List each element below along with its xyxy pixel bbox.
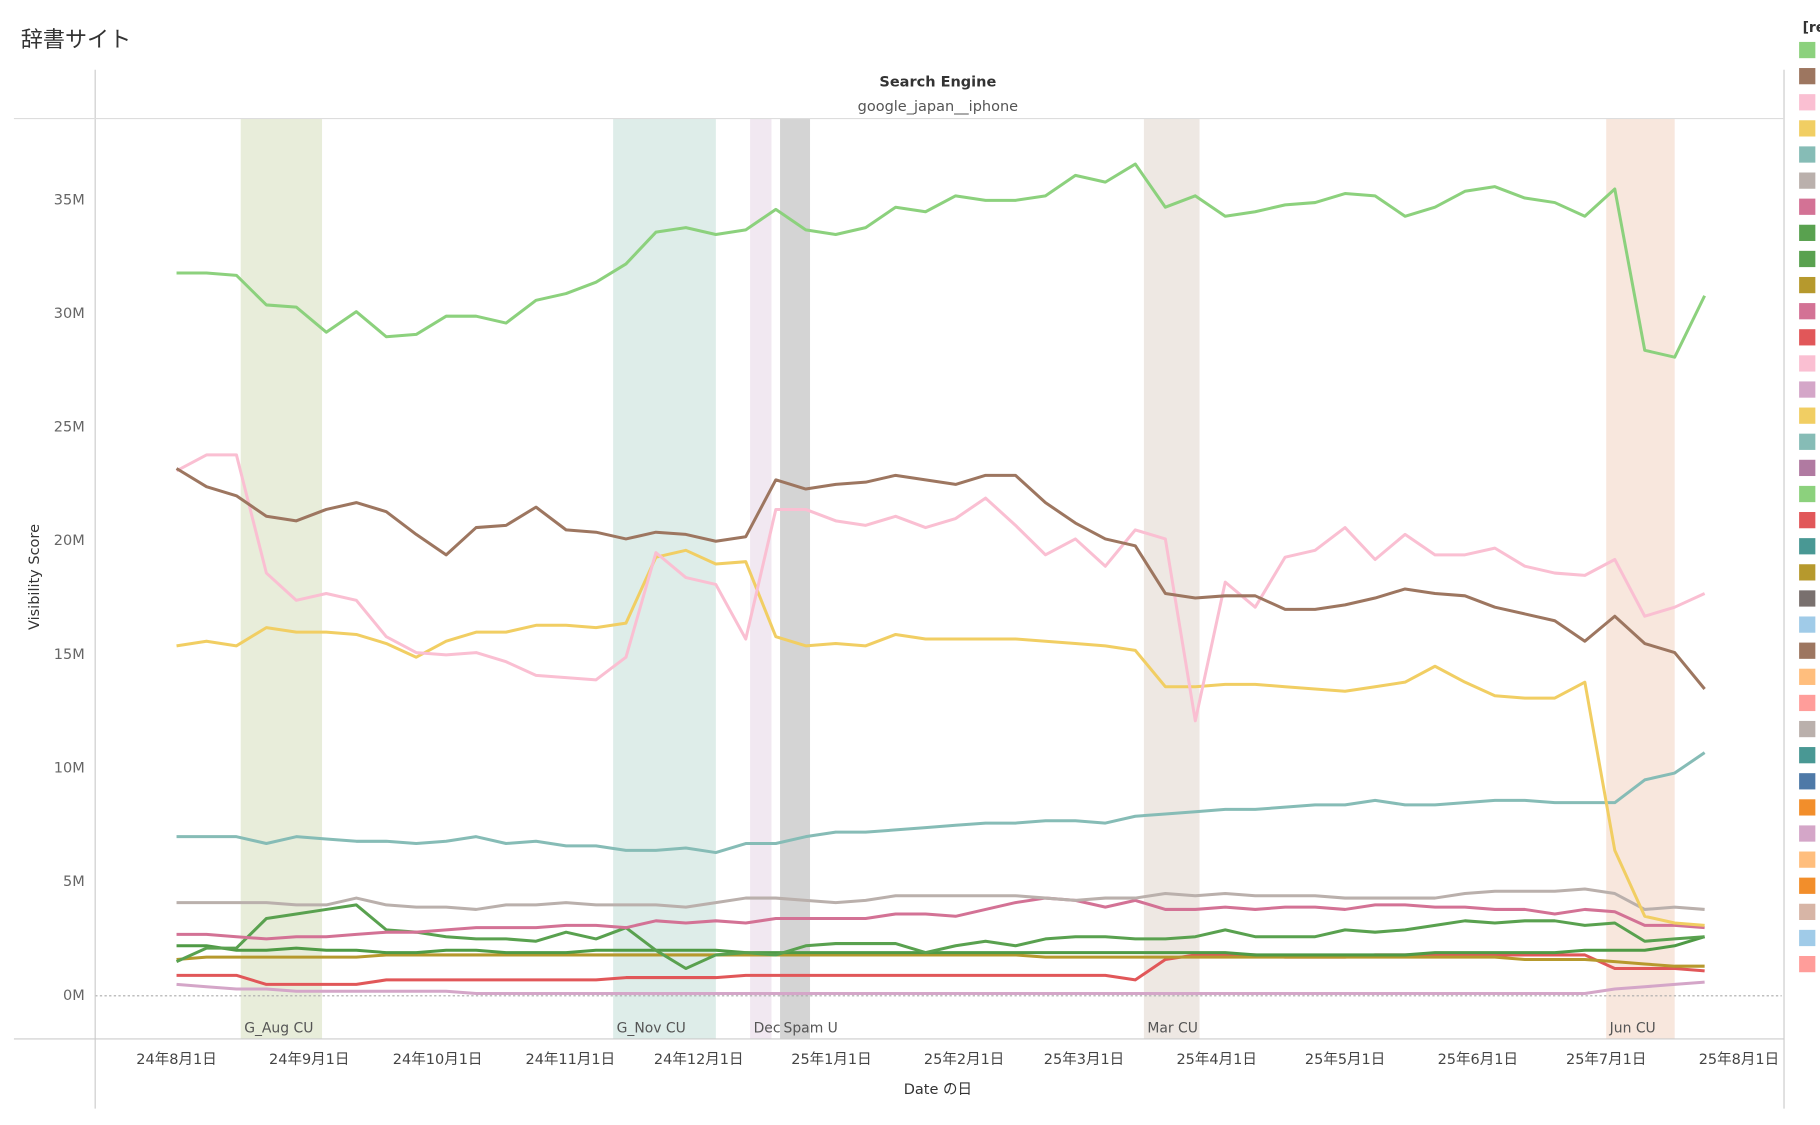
y-tick-label: 15M bbox=[54, 647, 85, 663]
legend-swatch bbox=[1799, 355, 1816, 372]
y-tick-label: 0M bbox=[63, 988, 85, 1004]
series-line bbox=[176, 953, 1705, 986]
series-line bbox=[175, 467, 1706, 690]
series-line bbox=[176, 887, 1705, 911]
legend-swatch bbox=[1799, 929, 1816, 947]
x-tick-label: 25年6月1日 bbox=[1438, 1051, 1518, 1068]
legend-swatch bbox=[1799, 407, 1816, 424]
legend-title: [re bbox=[1803, 20, 1820, 36]
y-tick-label: 20M bbox=[54, 533, 85, 549]
y-axis-title: Visibility Score bbox=[27, 524, 43, 630]
series-line bbox=[176, 935, 1706, 957]
legend-swatch bbox=[1799, 381, 1816, 398]
x-tick-label: 25年4月1日 bbox=[1176, 1051, 1256, 1068]
legend-swatch bbox=[1799, 668, 1816, 685]
series-line bbox=[175, 453, 1706, 723]
legend-swatch bbox=[1799, 642, 1816, 659]
legend-swatch bbox=[1799, 694, 1816, 712]
legend-swatch bbox=[1799, 68, 1816, 85]
legend-swatch bbox=[1799, 616, 1816, 633]
y-tick-label: 10M bbox=[54, 761, 85, 777]
x-tick-label: 25年5月1日 bbox=[1305, 1051, 1385, 1068]
legend-swatch bbox=[1799, 303, 1816, 320]
x-axis-title: Date の日 bbox=[904, 1082, 972, 1098]
series-line bbox=[176, 980, 1705, 995]
y-tick-label: 25M bbox=[54, 420, 85, 436]
x-tick-label: 25年3月1日 bbox=[1044, 1051, 1124, 1068]
legend-swatch bbox=[1799, 459, 1816, 477]
x-tick-label: 25年1月1日 bbox=[791, 1051, 871, 1068]
series-line bbox=[176, 162, 1706, 359]
legend-swatch bbox=[1799, 799, 1816, 816]
x-tick-label: 24年12月1日 bbox=[654, 1051, 744, 1068]
legend-swatch bbox=[1799, 955, 1816, 973]
header-value: google_japan__iphone bbox=[858, 99, 1019, 115]
header-title: Search Engine bbox=[879, 75, 996, 91]
series-line bbox=[176, 896, 1705, 941]
legend-swatch bbox=[1799, 146, 1816, 163]
legend-swatch bbox=[1799, 276, 1816, 294]
event-band bbox=[613, 118, 716, 1039]
legend-swatch bbox=[1799, 720, 1816, 738]
legend-swatch bbox=[1799, 120, 1816, 137]
y-tick-label: 5M bbox=[63, 874, 85, 890]
x-tick-label: 24年11月1日 bbox=[525, 1051, 615, 1068]
legend-swatch bbox=[1799, 825, 1816, 842]
legend-swatch bbox=[1799, 250, 1816, 268]
legend-swatch bbox=[1799, 538, 1816, 555]
event-label: Mar CU bbox=[1147, 1021, 1198, 1037]
legend-swatch bbox=[1799, 851, 1816, 868]
event-label: Jun CU bbox=[1609, 1021, 1656, 1037]
legend-swatch bbox=[1799, 94, 1816, 111]
legend-swatch bbox=[1799, 512, 1816, 529]
legend-swatch bbox=[1799, 877, 1816, 894]
legend-swatch bbox=[1799, 329, 1816, 346]
x-tick-label: 24年10月1日 bbox=[393, 1051, 483, 1068]
event-band bbox=[1606, 118, 1675, 1039]
legend-swatch bbox=[1799, 172, 1816, 189]
x-tick-label: 25年7月1日 bbox=[1566, 1051, 1646, 1068]
legend-swatch bbox=[1799, 903, 1816, 920]
x-tick-label: 24年8月1日 bbox=[136, 1051, 216, 1068]
series-line bbox=[176, 751, 1706, 855]
page-title: 辞書サイト bbox=[21, 28, 131, 53]
legend-swatch bbox=[1799, 747, 1816, 764]
series-line bbox=[176, 548, 1705, 927]
legend-swatch bbox=[1799, 41, 1816, 59]
legend-swatch bbox=[1799, 198, 1816, 215]
event-label: G_Nov CU bbox=[617, 1021, 686, 1037]
legend-swatch bbox=[1799, 224, 1816, 241]
event-band bbox=[240, 118, 323, 1039]
legend-swatch bbox=[1799, 773, 1816, 790]
series-line bbox=[175, 903, 1705, 971]
x-tick-label: 25年2月1日 bbox=[924, 1051, 1004, 1068]
series-line bbox=[176, 953, 1705, 968]
x-tick-label: 25年8月1日 bbox=[1699, 1051, 1779, 1068]
y-tick-label: 35M bbox=[54, 192, 85, 208]
x-tick-label: 24年9月1日 bbox=[269, 1051, 349, 1068]
event-band bbox=[780, 118, 811, 1039]
event-label: G_Aug CU bbox=[244, 1021, 313, 1037]
legend-swatch bbox=[1799, 564, 1816, 581]
legend-swatch bbox=[1799, 433, 1816, 450]
legend-swatch bbox=[1799, 485, 1816, 503]
legend-swatch bbox=[1799, 590, 1816, 607]
event-label: Spam U bbox=[784, 1021, 838, 1037]
y-tick-label: 30M bbox=[54, 306, 85, 322]
